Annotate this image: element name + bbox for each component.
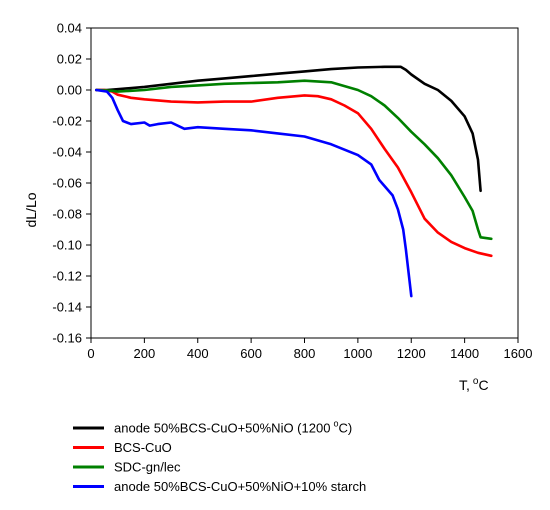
y-tick-label: -0.06	[52, 176, 82, 191]
y-tick-label: -0.16	[52, 331, 82, 346]
x-tick-label: 1600	[504, 346, 533, 361]
legend-label-3: anode 50%BCS-CuO+50%NiO+10% starch	[114, 479, 366, 494]
y-tick-label: -0.14	[52, 300, 82, 315]
x-axis-label-unit: C	[478, 377, 488, 393]
plot-area	[90, 27, 519, 339]
x-tick-label: 1200	[397, 346, 426, 361]
series-line-2	[95, 79, 493, 241]
y-tick-label: -0.12	[52, 269, 82, 284]
y-tick-label: 0.02	[57, 52, 82, 67]
y-tick-label: 0.00	[57, 83, 82, 98]
series-line-1	[95, 88, 493, 258]
y-tick-label: -0.02	[52, 114, 82, 129]
plot-frame	[90, 27, 519, 339]
x-axis: 0 200 400 600 800 1000 1200 1400 1600	[87, 338, 532, 361]
x-tick-label: 200	[134, 346, 156, 361]
x-tick-label: 600	[240, 346, 262, 361]
legend-label-2: SDC-gn/lec	[114, 460, 181, 475]
x-tick-label: 1000	[343, 346, 372, 361]
y-tick-label: -0.04	[52, 145, 82, 160]
y-axis: 0.04 0.02 0.00 -0.02 -0.04 -0.06 -0.08 -0.10 -0.…	[52, 21, 91, 346]
x-tick-label: 0	[87, 346, 94, 361]
x-tick-label: 800	[294, 346, 316, 361]
y-tick-label: -0.10	[52, 238, 82, 253]
legend-label-0: anode 50%BCS-CuO+50%NiO (1200 oC)	[114, 419, 352, 436]
legend: anode 50%BCS-CuO+50%NiO (1200 oC) BCS-CuO S…	[73, 419, 366, 494]
legend-label-1: BCS-CuO	[114, 440, 172, 455]
x-axis-label-degree: o	[473, 376, 479, 387]
x-tick-label: 1400	[450, 346, 479, 361]
y-tick-label: -0.08	[52, 207, 82, 222]
y-tick-label: 0.04	[57, 21, 82, 36]
series-line-0	[95, 65, 482, 193]
series-group	[95, 65, 493, 298]
x-tick-label: 400	[187, 346, 209, 361]
x-axis-label-main: T,	[459, 377, 470, 393]
y-axis-label: dL/Lo	[23, 192, 39, 227]
series-line-3	[95, 88, 413, 298]
x-axis-label: T, oC	[459, 376, 489, 393]
